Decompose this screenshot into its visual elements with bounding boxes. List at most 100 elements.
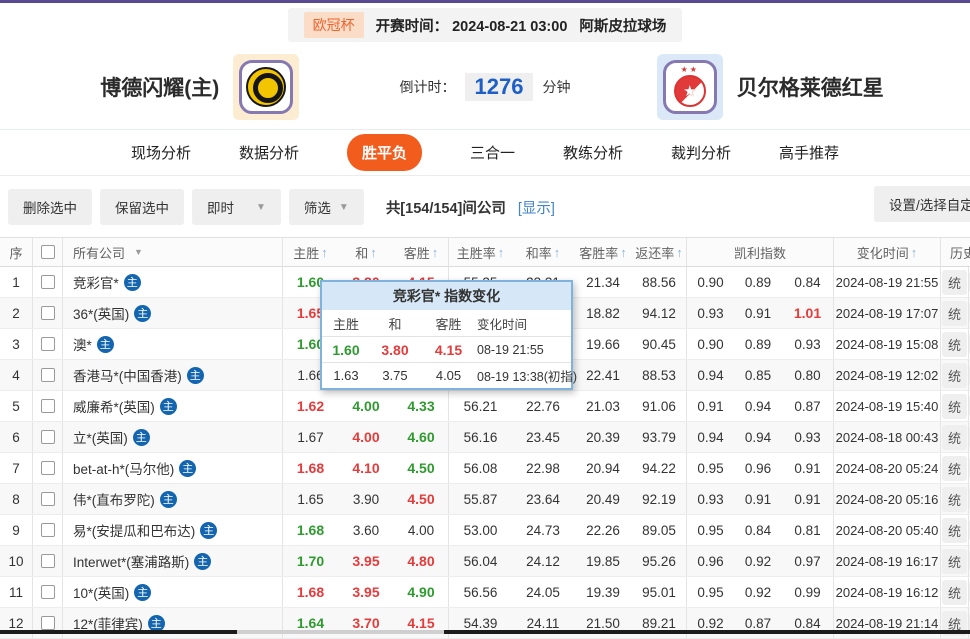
kelly-draw-value: 0.96 bbox=[744, 460, 772, 476]
row-checkbox[interactable] bbox=[40, 399, 55, 413]
sort-asc-icon: ↑ bbox=[553, 244, 561, 260]
header-company[interactable]: 所有公司 ▼ bbox=[62, 238, 282, 266]
company-cell[interactable]: 易*(安提瓜和巴布达) 主 bbox=[62, 515, 282, 545]
row-checkbox[interactable] bbox=[40, 368, 55, 382]
odds-row: 6 立*(英国) 主 1.67 4.00 4.60 56.16 23.45 20… bbox=[0, 422, 970, 453]
draw-odds-value: 4.00 bbox=[352, 429, 380, 445]
kickoff-value: 2024-08-21 03:00 bbox=[452, 18, 568, 35]
company-cell[interactable]: 伟*(直布罗陀) 主 bbox=[62, 484, 282, 514]
stat-button[interactable]: 统 bbox=[941, 548, 967, 574]
change-time-value: 2024-08-19 21:14 bbox=[833, 608, 940, 638]
away-odds-value: 4.50 bbox=[407, 491, 435, 507]
kickoff-label: 开赛时间： bbox=[375, 18, 449, 35]
row-checkbox[interactable] bbox=[40, 585, 55, 599]
header-return-rate[interactable]: 返还率 ↑ bbox=[635, 244, 683, 261]
home-rate-value: 56.04 bbox=[448, 546, 512, 576]
kelly-draw-value: 0.91 bbox=[744, 491, 772, 507]
row-checkbox[interactable] bbox=[40, 430, 55, 444]
row-checkbox[interactable] bbox=[40, 492, 55, 506]
stat-button[interactable]: 统 bbox=[941, 269, 967, 295]
countdown: 倒计时： 1276 分钟 bbox=[400, 72, 570, 101]
delete-selected-button[interactable]: 删除选中 bbox=[8, 189, 92, 225]
keep-selected-button[interactable]: 保留选中 bbox=[100, 189, 184, 225]
header-select-all[interactable] bbox=[32, 238, 62, 266]
tab-live-analysis[interactable]: 现场分析 bbox=[130, 145, 191, 162]
return-rate-value: 88.53 bbox=[642, 367, 676, 383]
chevron-down-icon: ▼ bbox=[338, 201, 349, 213]
kelly-draw-value: 0.92 bbox=[744, 553, 772, 569]
header-change-time[interactable]: 变化时间 ↑ bbox=[833, 238, 940, 266]
stat-cell: 统 bbox=[940, 546, 968, 576]
stat-button[interactable]: 统 bbox=[941, 455, 967, 481]
home-odds-value: 1.68 bbox=[282, 577, 338, 607]
header-draw-rate[interactable]: 和率 ↑ bbox=[525, 244, 561, 261]
stat-button[interactable]: 统 bbox=[941, 393, 967, 419]
odds-row: 11 10*(英国) 主 1.68 3.95 4.90 56.56 24.05 … bbox=[0, 577, 970, 608]
time-filter-select[interactable]: 即时 ▼ bbox=[192, 189, 281, 225]
kelly-away-value: 0.93 bbox=[794, 336, 821, 352]
company-cell[interactable]: bet-at-h*(马尔他) 主 bbox=[62, 453, 282, 483]
home-odds-value: 1.64 bbox=[282, 608, 338, 638]
away-team: ★★ ★ 贝尔格莱德红星 bbox=[570, 53, 970, 120]
row-checkbox[interactable] bbox=[40, 523, 55, 537]
company-cell[interactable]: 澳* 主 bbox=[62, 329, 282, 359]
popup-header-time: 变化时间 bbox=[477, 317, 528, 332]
tab-expert-picks[interactable]: 高手推荐 bbox=[779, 145, 840, 162]
tab-three-in-one[interactable]: 三合一 bbox=[469, 145, 515, 162]
home-rate-value: 54.39 bbox=[448, 608, 512, 638]
show-link[interactable]: [显示] bbox=[517, 200, 555, 217]
row-checkbox-cell bbox=[32, 329, 62, 359]
tab-win-draw-lose[interactable]: 胜平负 bbox=[346, 134, 422, 171]
row-index: 6 bbox=[12, 429, 20, 445]
company-cell[interactable]: 竞彩官* 主 bbox=[62, 267, 282, 297]
filter-button[interactable]: 筛选 ▼ bbox=[288, 189, 364, 225]
kelly-home-value: 0.91 bbox=[686, 391, 734, 421]
draw-odds-value: 4.10 bbox=[352, 460, 380, 476]
row-checkbox[interactable] bbox=[40, 306, 55, 320]
row-index: 8 bbox=[12, 491, 20, 507]
company-cell[interactable]: 立*(英国) 主 bbox=[62, 422, 282, 452]
row-index: 5 bbox=[12, 398, 20, 414]
row-checkbox[interactable] bbox=[40, 616, 55, 630]
sort-asc-icon: ↑ bbox=[370, 244, 377, 260]
header-away-rate[interactable]: 客胜率 ↑ bbox=[579, 244, 627, 261]
stat-button[interactable]: 统 bbox=[941, 300, 967, 326]
tab-coach-analysis[interactable]: 教练分析 bbox=[563, 145, 624, 162]
home-badge-icon: 主 bbox=[194, 552, 212, 570]
tab-data-analysis[interactable]: 数据分析 bbox=[238, 145, 299, 162]
row-checkbox[interactable] bbox=[40, 461, 55, 475]
company-cell[interactable]: 12*(菲律宾) 主 bbox=[62, 608, 282, 638]
select-all-checkbox[interactable] bbox=[40, 245, 55, 259]
tab-referee-analysis[interactable]: 裁判分析 bbox=[671, 145, 732, 162]
home-odds-value: 1.70 bbox=[282, 546, 338, 576]
home-badge-icon: 主 bbox=[134, 304, 152, 322]
stat-button[interactable]: 统 bbox=[941, 579, 967, 605]
company-name: 12*(菲律宾) bbox=[73, 617, 143, 632]
popup-away-odds: 4.15 bbox=[434, 341, 463, 358]
stat-button[interactable]: 统 bbox=[941, 424, 967, 450]
row-checkbox[interactable] bbox=[40, 275, 55, 289]
draw-rate-value: 22.76 bbox=[526, 398, 560, 414]
row-checkbox[interactable] bbox=[40, 337, 55, 351]
settings-button[interactable]: 设置/选择自定 bbox=[874, 186, 970, 222]
header-home-odds[interactable]: 主胜 ↑ bbox=[282, 238, 338, 266]
header-away-odds[interactable]: 客胜 ↑ bbox=[403, 244, 439, 261]
stat-cell: 统 bbox=[940, 329, 968, 359]
header-draw-odds[interactable]: 和 ↑ bbox=[355, 244, 377, 261]
popup-header-row: 主胜 和 客胜 变化时间 bbox=[322, 310, 571, 336]
header-home-rate[interactable]: 主胜率 ↑ bbox=[448, 238, 512, 266]
away-team-logo: ★★ ★ bbox=[656, 53, 723, 120]
company-cell[interactable]: 10*(英国) 主 bbox=[62, 577, 282, 607]
company-cell[interactable]: 36*(英国) 主 bbox=[62, 298, 282, 328]
company-cell[interactable]: 香港马*(中国香港) 主 bbox=[62, 360, 282, 390]
stat-button[interactable]: 统 bbox=[941, 517, 967, 543]
stat-button[interactable]: 统 bbox=[941, 362, 967, 388]
odds-row: 8 伟*(直布罗陀) 主 1.65 3.90 4.50 55.87 23.64 … bbox=[0, 484, 970, 515]
stat-button[interactable]: 统 bbox=[941, 486, 967, 512]
draw-odds-value: 3.70 bbox=[352, 615, 380, 631]
stat-button[interactable]: 统 bbox=[941, 331, 967, 357]
sort-asc-icon: ↑ bbox=[676, 244, 683, 260]
company-cell[interactable]: 威廉希*(英国) 主 bbox=[62, 391, 282, 421]
row-checkbox[interactable] bbox=[40, 554, 55, 568]
company-cell[interactable]: Interwet*(塞浦路斯) 主 bbox=[62, 546, 282, 576]
